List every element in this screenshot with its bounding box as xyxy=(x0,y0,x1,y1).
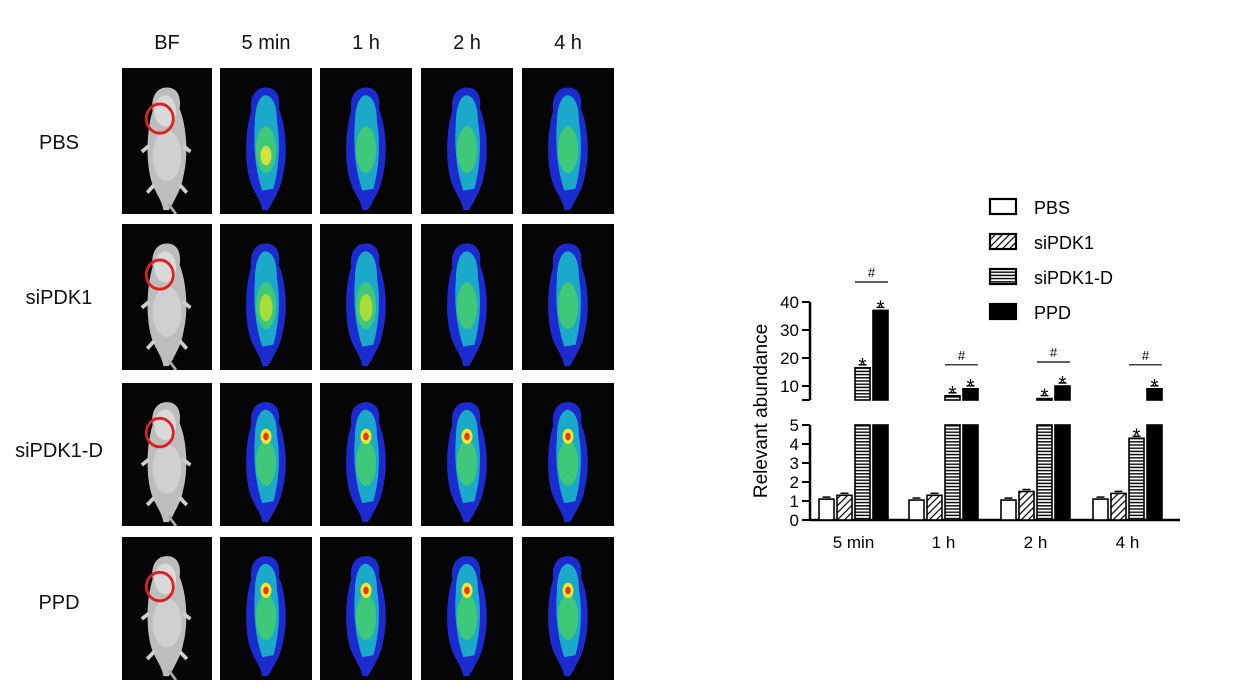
y-tick-label: 3 xyxy=(790,454,799,473)
bar xyxy=(1018,490,1035,521)
y-tick-label: 4 xyxy=(790,435,799,454)
y-tick-label: 40 xyxy=(780,293,799,312)
legend-label: siPDK1-D xyxy=(1034,268,1113,288)
bar-upper-part xyxy=(1036,397,1053,401)
y-tick-label: 0 xyxy=(790,511,799,530)
x-tick-label: 4 h xyxy=(1116,533,1140,552)
y-tick-label: 2 xyxy=(790,473,799,492)
bar xyxy=(1000,499,1017,521)
significance-star: * xyxy=(859,355,867,377)
bar-upper-part xyxy=(1146,388,1163,401)
significance-star: * xyxy=(877,297,885,319)
fluorescence-image xyxy=(320,537,412,680)
bar-lower-part xyxy=(854,424,871,521)
fluorescence-image xyxy=(522,537,614,680)
significance-hash: # xyxy=(1142,348,1150,363)
row-label: siPDK1 xyxy=(25,287,93,309)
y-axis-label: Relevant abundance xyxy=(751,324,772,498)
bar-lower-part xyxy=(872,424,889,521)
x-tick-label: 5 min xyxy=(833,533,875,552)
y-tick-label: 20 xyxy=(780,349,799,368)
fluorescence-image xyxy=(220,224,312,370)
fluorescence-image xyxy=(220,68,312,214)
column-header: BF xyxy=(154,32,180,54)
bar-lower-part xyxy=(962,424,979,521)
bar-lower-part xyxy=(1146,424,1163,521)
fluorescence-image xyxy=(320,224,412,370)
column-header: 4 h xyxy=(554,32,582,54)
fluorescence-image xyxy=(320,383,412,526)
column-header: 2 h xyxy=(453,32,481,54)
significance-star: * xyxy=(949,383,957,405)
legend-label: PBS xyxy=(1034,198,1070,218)
column-header: 1 h xyxy=(352,32,380,54)
bar xyxy=(926,494,943,521)
row-label: PBS xyxy=(38,132,80,154)
brightfield-image xyxy=(122,383,212,526)
axis-break-gap xyxy=(808,403,1180,422)
y-tick-label: 5 xyxy=(790,416,799,435)
fluorescence-image xyxy=(421,224,513,370)
significance-hash: # xyxy=(1050,345,1058,360)
y-tick-label: 10 xyxy=(780,377,799,396)
legend-swatch xyxy=(988,232,1018,251)
fluorescence-image xyxy=(421,383,513,526)
bar xyxy=(1128,437,1145,521)
fluorescence-image xyxy=(522,224,614,370)
significance-star: * xyxy=(1151,376,1159,398)
significance-hash: # xyxy=(958,348,966,363)
fluorescence-image xyxy=(220,537,312,680)
row-label: PPD xyxy=(38,592,80,614)
legend-swatch xyxy=(988,302,1018,321)
legend-label: siPDK1 xyxy=(1034,233,1094,253)
bar xyxy=(1092,498,1109,521)
bar-upper-part xyxy=(962,388,979,401)
significance-star: * xyxy=(1041,386,1049,408)
bar xyxy=(1110,492,1127,521)
bar-upper-part xyxy=(872,309,889,401)
bar-lower-part xyxy=(944,424,961,521)
fluorescence-image xyxy=(421,68,513,214)
legend-swatch xyxy=(988,267,1018,286)
fluorescence-image xyxy=(220,383,312,526)
fluorescence-image xyxy=(320,68,412,214)
bar-upper-part xyxy=(854,367,871,401)
significance-star: * xyxy=(967,376,975,398)
significance-star: * xyxy=(1059,373,1067,395)
bar-lower-part xyxy=(1054,424,1071,521)
bar-lower-part xyxy=(1036,424,1053,521)
legend-swatch xyxy=(988,197,1018,216)
y-tick-label: 1 xyxy=(790,492,799,511)
legend-label: PPD xyxy=(1034,303,1071,323)
row-label: siPDK1-D xyxy=(15,440,103,462)
bar-upper-part xyxy=(1054,385,1071,401)
x-tick-label: 2 h xyxy=(1024,533,1048,552)
bar xyxy=(836,494,853,521)
significance-hash: # xyxy=(868,265,876,280)
brightfield-image xyxy=(122,537,212,680)
fluorescence-image xyxy=(522,68,614,214)
fluorescence-image xyxy=(522,383,614,526)
fluorescence-image xyxy=(421,537,513,680)
bar xyxy=(908,499,925,521)
bar-upper-part xyxy=(944,395,961,401)
brightfield-image xyxy=(122,68,212,214)
column-header: 5 min xyxy=(241,32,291,54)
brightfield-image xyxy=(122,224,212,370)
significance-star: * xyxy=(1133,425,1141,447)
bar xyxy=(818,498,835,521)
y-tick-label: 30 xyxy=(780,321,799,340)
x-tick-label: 1 h xyxy=(932,533,956,552)
